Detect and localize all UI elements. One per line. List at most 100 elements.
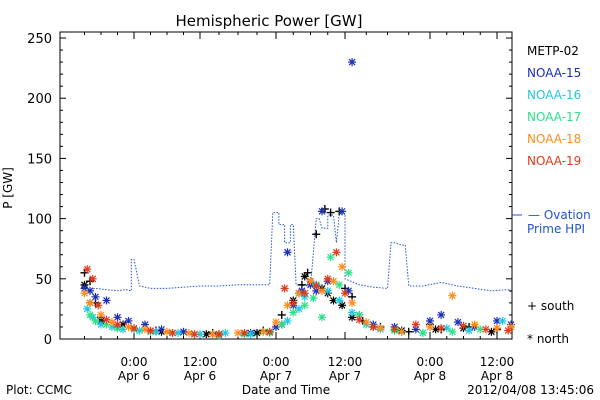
star-marker — [411, 320, 420, 329]
star-marker — [306, 277, 315, 286]
y-tick-label: 250 — [27, 32, 52, 47]
star-marker — [94, 301, 103, 310]
x-tick-label-time: 0:00 — [121, 355, 148, 369]
star-marker — [113, 320, 122, 329]
star-marker — [326, 253, 335, 262]
x-tick-label-time: 0:00 — [263, 355, 290, 369]
star-marker — [426, 322, 434, 331]
x-tick-label-date: Apr 6 — [184, 369, 216, 383]
star-marker — [323, 274, 332, 283]
star-marker — [309, 294, 318, 303]
x-tick-label-date: Apr 6 — [118, 369, 150, 383]
star-marker — [259, 327, 268, 336]
legend-entry: NOAA-16 — [527, 88, 581, 102]
footer-plot-credit: Plot: CCMC — [6, 383, 72, 397]
star-marker — [246, 330, 255, 339]
star-marker — [215, 330, 223, 339]
star-marker — [318, 207, 326, 216]
star-marker — [83, 304, 92, 313]
star-marker — [240, 328, 249, 337]
star-marker — [504, 326, 513, 335]
legend: METP-02 NOAA-15 NOAA-16 NOAA-17 NOAA-18 NOAA-… — [527, 44, 581, 168]
star-marker — [152, 327, 160, 336]
star-marker — [283, 316, 292, 325]
x-tick-label-date: Apr 8 — [414, 369, 446, 383]
star-marker — [234, 328, 242, 337]
legend-entry: METP-02 — [527, 44, 579, 58]
star-marker — [318, 313, 326, 322]
star-marker — [369, 322, 378, 331]
star-marker — [448, 327, 457, 336]
star-marker — [348, 298, 357, 307]
star-marker — [312, 282, 321, 291]
star-marker — [376, 324, 385, 333]
star-marker — [179, 327, 188, 336]
star-marker — [168, 328, 177, 337]
legend-entry: NOAA-15 — [527, 66, 581, 80]
star-marker — [283, 248, 292, 257]
x-tick-label-date: Apr 8 — [481, 369, 513, 383]
star-marker — [418, 328, 427, 337]
star-marker — [437, 324, 446, 333]
x-tick-label-time: 12:00 — [328, 355, 363, 369]
star-marker — [300, 272, 309, 281]
ovation-line — [84, 212, 512, 293]
star-marker — [338, 207, 347, 216]
footer-timestamp: 2012/04/08 13:45:06 — [467, 383, 594, 397]
star-marker — [300, 301, 309, 310]
star-marker — [453, 318, 462, 327]
star-marker — [185, 328, 193, 337]
star-marker — [289, 308, 298, 317]
star-marker — [86, 310, 94, 319]
star-marker — [335, 296, 344, 305]
x-tick-label-date: Apr 7 — [329, 369, 361, 383]
star-marker — [355, 315, 364, 324]
north-key: * north — [527, 332, 569, 346]
star-marker — [221, 328, 230, 337]
star-marker — [318, 286, 326, 295]
legend-entry: NOAA-19 — [527, 154, 581, 168]
star-marker — [397, 327, 406, 336]
y-tick-label: 200 — [27, 92, 52, 107]
x-axis-label: Date and Time — [242, 383, 330, 397]
star-marker — [437, 310, 446, 319]
legend-entry: NOAA-17 — [527, 110, 581, 124]
star-marker — [174, 328, 182, 337]
ovation-prime-hpi-line — [84, 212, 512, 293]
star-marker — [493, 324, 501, 333]
star-marker — [88, 274, 97, 283]
star-marker — [348, 58, 357, 67]
star-marker — [498, 316, 507, 325]
star-marker — [83, 265, 92, 274]
chart-title: Hemispheric Power [GW] — [176, 12, 363, 30]
star-marker — [208, 330, 217, 339]
plus-marker — [312, 230, 321, 239]
x-tick-label-time: 12:00 — [183, 355, 218, 369]
star-marker — [272, 318, 280, 327]
star-marker — [332, 248, 341, 257]
star-marker — [465, 326, 474, 335]
x-tick-label-time: 12:00 — [480, 355, 515, 369]
ovation-label-line2: Prime HPI — [527, 222, 585, 236]
y-tick-label: 50 — [35, 273, 52, 288]
y-axis-label: P [GW] — [1, 167, 15, 209]
star-marker — [362, 318, 371, 327]
data-marks — [80, 58, 515, 340]
star-marker — [102, 296, 111, 305]
star-marker — [97, 310, 105, 319]
star-marker — [344, 268, 353, 277]
star-marker — [348, 308, 357, 317]
star-marker — [91, 292, 100, 301]
star-marker — [113, 313, 122, 322]
south-key: + south — [527, 299, 574, 313]
y-tick-label: 100 — [27, 213, 52, 228]
star-marker — [470, 320, 479, 329]
star-marker — [124, 316, 133, 325]
x-tick-label-date: Apr 7 — [260, 369, 292, 383]
star-marker — [341, 289, 349, 298]
y-tick-label: 150 — [27, 152, 52, 167]
star-marker — [265, 327, 274, 336]
star-marker — [141, 325, 149, 334]
